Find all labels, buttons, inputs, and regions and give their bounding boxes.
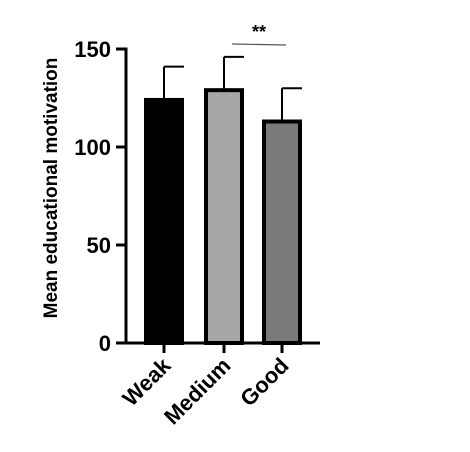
- bar-weak: [144, 97, 184, 345]
- bars-layer: [144, 88, 302, 345]
- y-tick-label: 150: [74, 37, 111, 62]
- x-tick-label-medium: Medium: [159, 353, 235, 429]
- error-bars-layer: [162, 55, 302, 353]
- x-tick-label-good: Good: [235, 353, 293, 411]
- bar-good: [262, 119, 302, 345]
- significance-label: **: [252, 22, 266, 42]
- bar-medium: [204, 88, 244, 345]
- annotations-layer: **: [231, 22, 287, 46]
- y-tick-label: 0: [99, 331, 111, 356]
- significance-line: [231, 43, 287, 46]
- y-tick-label: 50: [87, 233, 111, 258]
- y-tick-label: 100: [74, 135, 111, 160]
- y-axis-title: Mean educational motivation: [41, 58, 62, 319]
- y-axis-ticks: 0 50 100 150: [74, 37, 126, 356]
